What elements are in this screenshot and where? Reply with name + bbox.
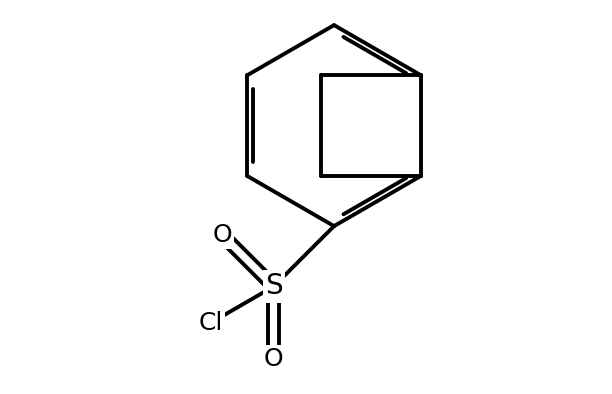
Text: Cl: Cl [199, 310, 223, 335]
Text: O: O [264, 347, 283, 371]
Text: O: O [213, 223, 233, 247]
Text: S: S [265, 273, 283, 301]
